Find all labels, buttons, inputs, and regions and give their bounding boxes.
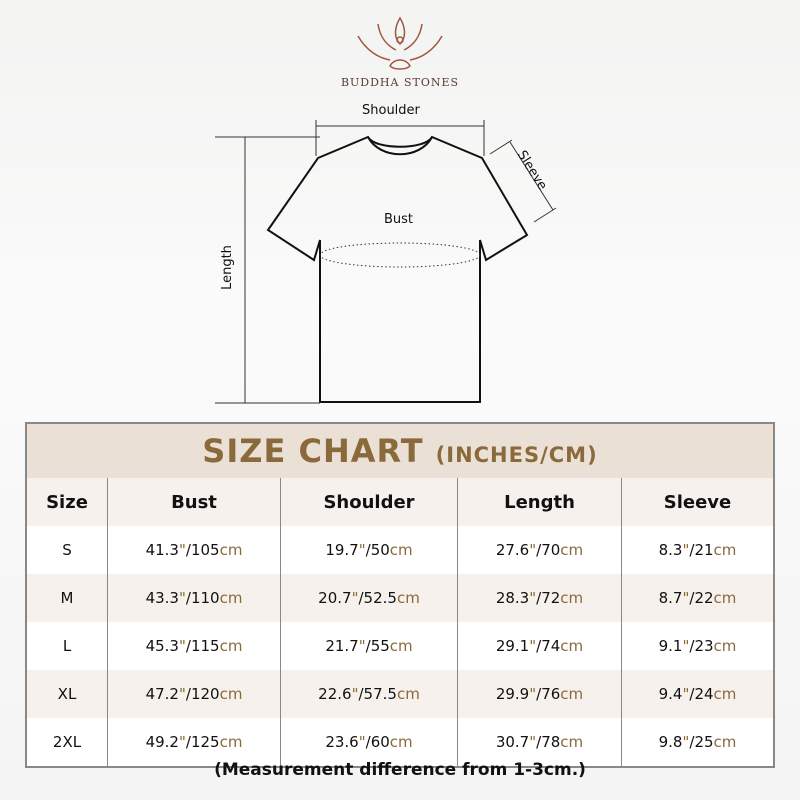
shoulder-cell: 19.7"/50cm [280, 526, 458, 574]
col-size: Size [26, 478, 108, 526]
sleeve-cell: 8.3"/21cm [621, 526, 774, 574]
table-row: M 43.3"/110cm 20.7"/52.5cm 28.3"/72cm 8.7"/2… [26, 574, 774, 622]
table-row: 2XL 49.2"/125cm 23.6"/60cm 30.7"/78cm 9.8"/2… [26, 718, 774, 767]
length-cell: 29.9"/76cm [457, 670, 622, 718]
length-cell: 30.7"/78cm [457, 718, 622, 767]
bust-cell: 47.2"/120cm [107, 670, 281, 718]
table-row: XL 47.2"/120cm 22.6"/57.5cm 29.9"/76cm 9.4"/… [26, 670, 774, 718]
shoulder-cell: 21.7"/55cm [280, 622, 458, 670]
size-cell: L [26, 622, 108, 670]
size-cell: S [26, 526, 108, 574]
size-cell: 2XL [26, 718, 108, 767]
lotus-logo-icon [357, 16, 443, 70]
shoulder-cell: 22.6"/57.5cm [280, 670, 458, 718]
sleeve-cell: 8.7"/22cm [621, 574, 774, 622]
tshirt-diagram [215, 120, 557, 404]
col-length: Length [457, 478, 622, 526]
table-row: S 41.3"/105cm 19.7"/50cm 27.6"/70cm 8.3"/21c… [26, 526, 774, 574]
col-bust: Bust [107, 478, 281, 526]
sleeve-cell: 9.1"/23cm [621, 622, 774, 670]
table-row: L 45.3"/115cm 21.7"/55cm 29.1"/74cm 9.1"/23c… [26, 622, 774, 670]
length-cell: 27.6"/70cm [457, 526, 622, 574]
size-chart-title: SIZE CHART (INCHES/CM) [26, 423, 774, 478]
bust-cell: 45.3"/115cm [107, 622, 281, 670]
brand-name: BUDDHA STONES [340, 76, 460, 89]
length-cell: 28.3"/72cm [457, 574, 622, 622]
header-row: Size Bust Shoulder Length Sleeve [26, 478, 774, 526]
col-sleeve: Sleeve [621, 478, 774, 526]
size-cell: XL [26, 670, 108, 718]
sleeve-cell: 9.4"/24cm [621, 670, 774, 718]
bust-cell: 41.3"/105cm [107, 526, 281, 574]
shoulder-label: Shoulder [362, 103, 420, 118]
shoulder-cell: 20.7"/52.5cm [280, 574, 458, 622]
col-shoulder: Shoulder [280, 478, 458, 526]
bust-cell: 49.2"/125cm [107, 718, 281, 767]
length-label: Length [219, 245, 235, 290]
length-cell: 29.1"/74cm [457, 622, 622, 670]
size-chart-table: SIZE CHART (INCHES/CM) Size Bust Shoulde… [25, 422, 775, 768]
shoulder-cell: 23.6"/60cm [280, 718, 458, 767]
bust-cell: 43.3"/110cm [107, 574, 281, 622]
sleeve-cell: 9.8"/25cm [621, 718, 774, 767]
bust-label: Bust [384, 212, 414, 227]
measurement-note: (Measurement difference from 1-3cm.) [214, 760, 586, 780]
size-cell: M [26, 574, 108, 622]
